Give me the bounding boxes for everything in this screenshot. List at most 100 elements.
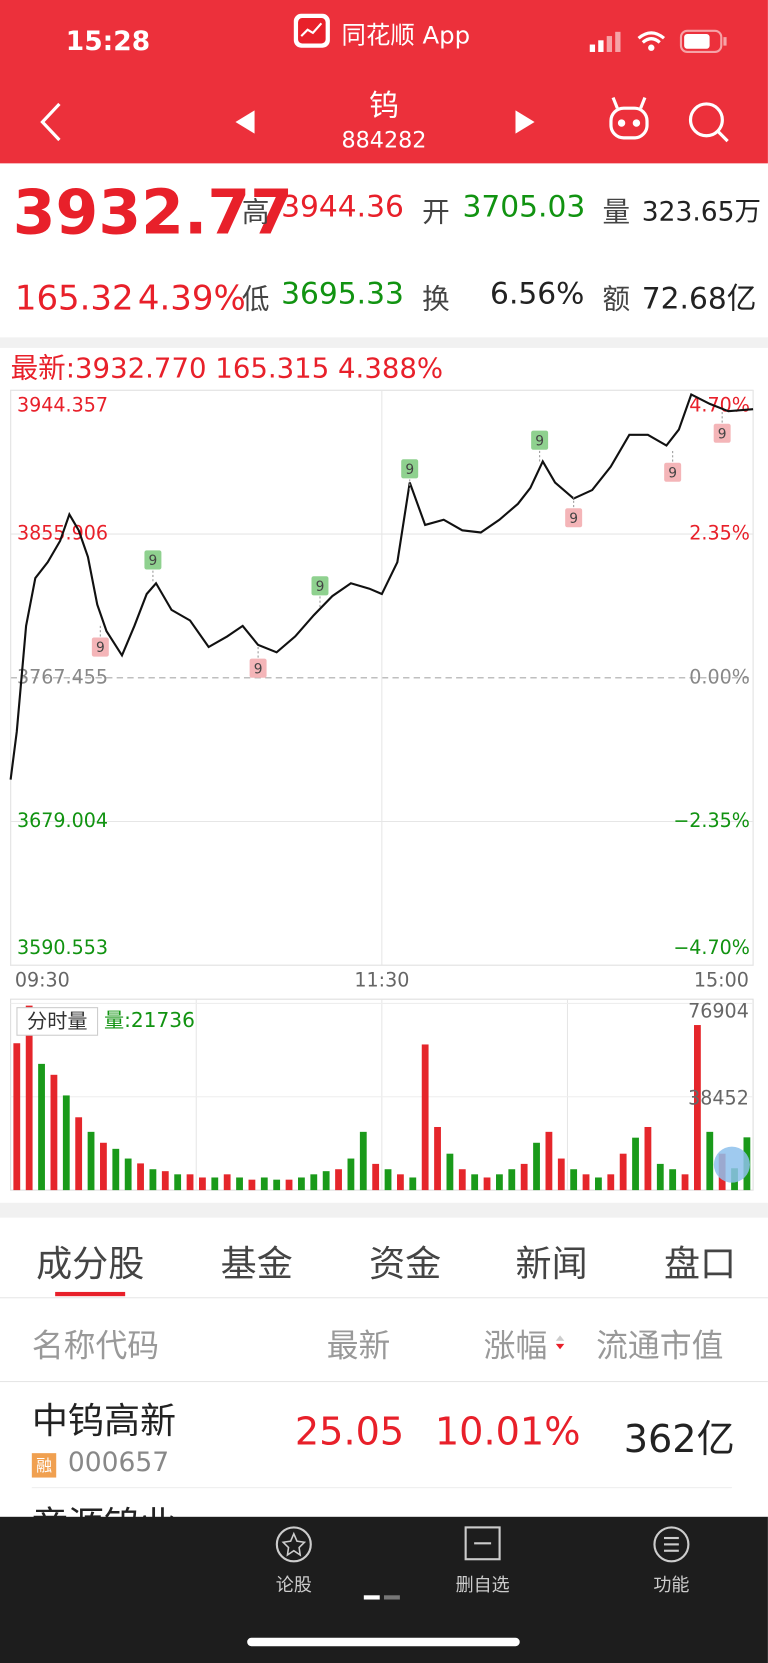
annotation-marker xyxy=(531,430,549,450)
volume-bar xyxy=(161,1171,169,1191)
column-header[interactable]: 最新 xyxy=(326,1327,391,1366)
annotation-marker xyxy=(91,637,109,657)
volume-bar xyxy=(285,1179,293,1191)
volume-bar xyxy=(322,1171,330,1191)
volume-bar xyxy=(149,1169,157,1191)
volume-bar xyxy=(421,1044,429,1191)
volume-bar xyxy=(75,1117,83,1191)
y2-tick-label: 2.35% xyxy=(689,522,750,545)
app-icon xyxy=(293,13,330,48)
annotation-marker xyxy=(311,576,329,596)
column-header[interactable]: 流通市值 xyxy=(596,1327,724,1366)
back-button[interactable] xyxy=(40,102,61,142)
nav-icons xyxy=(247,1526,690,1647)
robot-button[interactable] xyxy=(609,96,649,140)
volume-bar xyxy=(669,1169,677,1191)
volume-bar xyxy=(632,1137,639,1191)
volume-bar xyxy=(520,1163,528,1191)
volume-bar xyxy=(607,1174,615,1191)
annotation-marker xyxy=(144,550,162,570)
tab[interactable]: 新闻 xyxy=(515,1243,588,1286)
separator xyxy=(0,1202,768,1218)
nav-item[interactable]: 删自选 xyxy=(455,1575,510,1597)
y-tick-label: 3767.455 xyxy=(17,665,108,688)
nav-icons xyxy=(40,96,729,143)
volume-bar xyxy=(310,1174,318,1191)
tab[interactable]: 资金 xyxy=(369,1243,442,1286)
column-header[interactable]: 涨幅 xyxy=(483,1327,548,1366)
volume-bar xyxy=(359,1131,367,1191)
annotation-label: 9 xyxy=(405,462,414,478)
chart-title: 分时量 xyxy=(27,1009,87,1033)
annotation-label: 9 xyxy=(96,640,105,656)
annotation-label: 9 xyxy=(254,661,263,677)
volume-bar xyxy=(273,1179,281,1191)
volume-bar xyxy=(508,1169,516,1191)
column-header: 名称代码 xyxy=(31,1327,160,1366)
price-change-pct: 4.39% xyxy=(137,277,246,319)
search-button[interactable] xyxy=(688,102,729,143)
tab-indicator xyxy=(55,1291,126,1297)
annotation-marker xyxy=(713,423,731,443)
tab[interactable]: 盘口 xyxy=(663,1243,737,1286)
app-name: 同花顺 App xyxy=(341,22,471,50)
y2-tick-label: −2.35% xyxy=(673,809,750,832)
y-tick-label: 3590.553 xyxy=(17,936,108,959)
floating-button[interactable] xyxy=(713,1146,750,1183)
stat-value: 3705.03 xyxy=(462,188,586,224)
stat-value: 6.56% xyxy=(490,275,585,311)
volume-bar xyxy=(681,1174,689,1191)
volume-bar xyxy=(223,1174,231,1191)
tab[interactable]: 成分股 xyxy=(36,1243,145,1286)
volume-bar xyxy=(458,1169,466,1191)
x-tick-label: 11:30 xyxy=(354,969,409,992)
volume-bar xyxy=(694,1025,701,1191)
tab[interactable]: 基金 xyxy=(220,1243,293,1286)
divider xyxy=(0,1381,768,1383)
stat-value: 72.68亿 xyxy=(641,281,757,317)
volume-bar xyxy=(137,1163,144,1191)
y2-tick-label: 0.00% xyxy=(689,665,750,688)
volume-bar xyxy=(298,1177,305,1191)
divider xyxy=(31,1487,732,1489)
volume-bar xyxy=(174,1174,182,1191)
annotation-label: 9 xyxy=(569,511,578,527)
legend-box xyxy=(16,1007,99,1036)
volume-bar xyxy=(347,1158,355,1191)
volume-bar xyxy=(100,1142,107,1191)
volume-bar xyxy=(372,1163,380,1191)
volume-bar xyxy=(124,1158,132,1191)
volume-bar xyxy=(248,1179,256,1191)
price-line xyxy=(9,392,754,780)
volume-bar xyxy=(13,1043,21,1191)
next-button[interactable] xyxy=(515,110,535,134)
annotation-label: 9 xyxy=(316,579,325,595)
chart-subtitle: 量:21736 xyxy=(104,1008,195,1032)
volume-bar xyxy=(557,1158,565,1191)
volume-bar xyxy=(409,1177,417,1191)
stat-label: 量 xyxy=(602,197,631,230)
volume-bar xyxy=(199,1177,206,1191)
volume-bar xyxy=(260,1177,268,1191)
nav-item[interactable]: 论股 xyxy=(275,1575,312,1597)
volume-bar xyxy=(38,1063,45,1191)
nav-item[interactable]: 功能 xyxy=(653,1575,690,1597)
header-code: 884282 xyxy=(341,127,427,153)
margin-tag: 融 xyxy=(31,1453,57,1478)
stat-value: 3695.33 xyxy=(281,275,404,311)
volume-bar xyxy=(619,1153,627,1191)
prev-button[interactable] xyxy=(235,110,255,134)
stock-name[interactable]: 中钨高新 xyxy=(31,1400,177,1443)
volume-bar xyxy=(186,1174,194,1191)
float-cap: 362亿 xyxy=(623,1418,735,1462)
volume-bar xyxy=(706,1131,714,1191)
volume-bar xyxy=(211,1177,219,1191)
volume-bar xyxy=(570,1169,578,1191)
volume-bar xyxy=(644,1126,652,1191)
volume-bar xyxy=(446,1153,454,1191)
last-price: 3932.77 xyxy=(12,176,293,249)
chart-title: 最新:3932.770 165.315 4.388% xyxy=(11,352,444,385)
y-tick-label: 38452 xyxy=(688,1086,749,1109)
